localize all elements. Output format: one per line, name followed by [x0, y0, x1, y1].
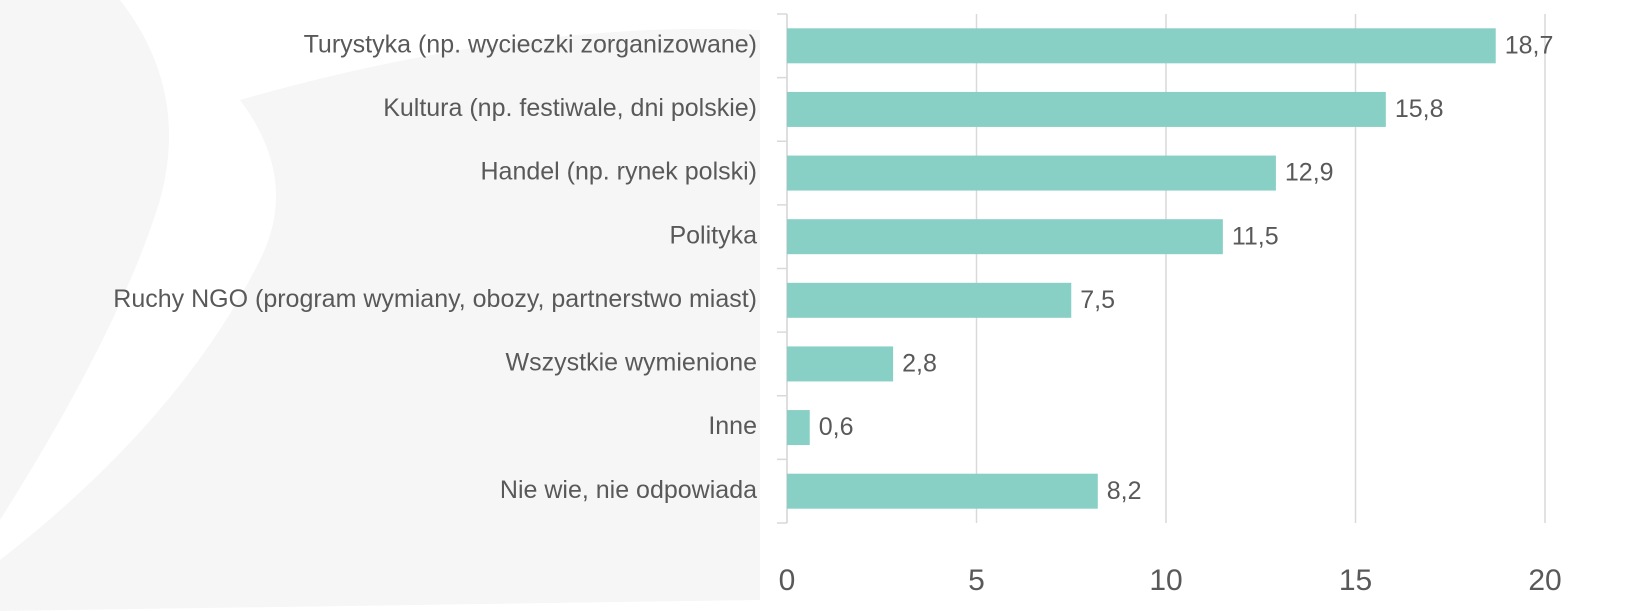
value-label: 2,8 [902, 350, 937, 378]
value-label: 15,8 [1395, 95, 1444, 123]
value-label: 0,6 [819, 413, 854, 441]
category-label: Wszystkie wymienione [506, 349, 757, 377]
category-label: Polityka [669, 221, 757, 249]
x-tick-label: 15 [1339, 564, 1372, 597]
bar [787, 346, 894, 382]
watermark [0, 28, 760, 611]
value-label: 7,5 [1080, 286, 1115, 314]
category-label: Turystyka (np. wycieczki zorganizowane) [304, 30, 757, 58]
x-tick-label: 0 [779, 564, 796, 597]
value-label: 8,2 [1107, 477, 1142, 505]
value-label: 12,9 [1285, 159, 1334, 187]
bar [787, 155, 1276, 191]
category-label: Kultura (np. festiwale, dni polskie) [383, 94, 757, 122]
bar [787, 473, 1098, 509]
category-label: Ruchy NGO (program wymiany, obozy, partn… [113, 285, 757, 313]
bar [787, 410, 810, 446]
x-tick-label: 10 [1149, 564, 1182, 597]
bar [787, 282, 1072, 318]
bar [787, 91, 1386, 127]
value-label: 18,7 [1505, 31, 1554, 59]
bar [787, 219, 1223, 255]
watermark [0, 0, 169, 520]
value-label: 11,5 [1232, 222, 1279, 250]
category-label: Nie wie, nie odpowiada [500, 476, 757, 504]
category-label: Handel (np. rynek polski) [480, 158, 757, 186]
bar [787, 28, 1496, 64]
category-label: Inne [708, 412, 757, 440]
x-tick-label: 5 [968, 564, 985, 597]
x-tick-label: 20 [1528, 564, 1561, 597]
